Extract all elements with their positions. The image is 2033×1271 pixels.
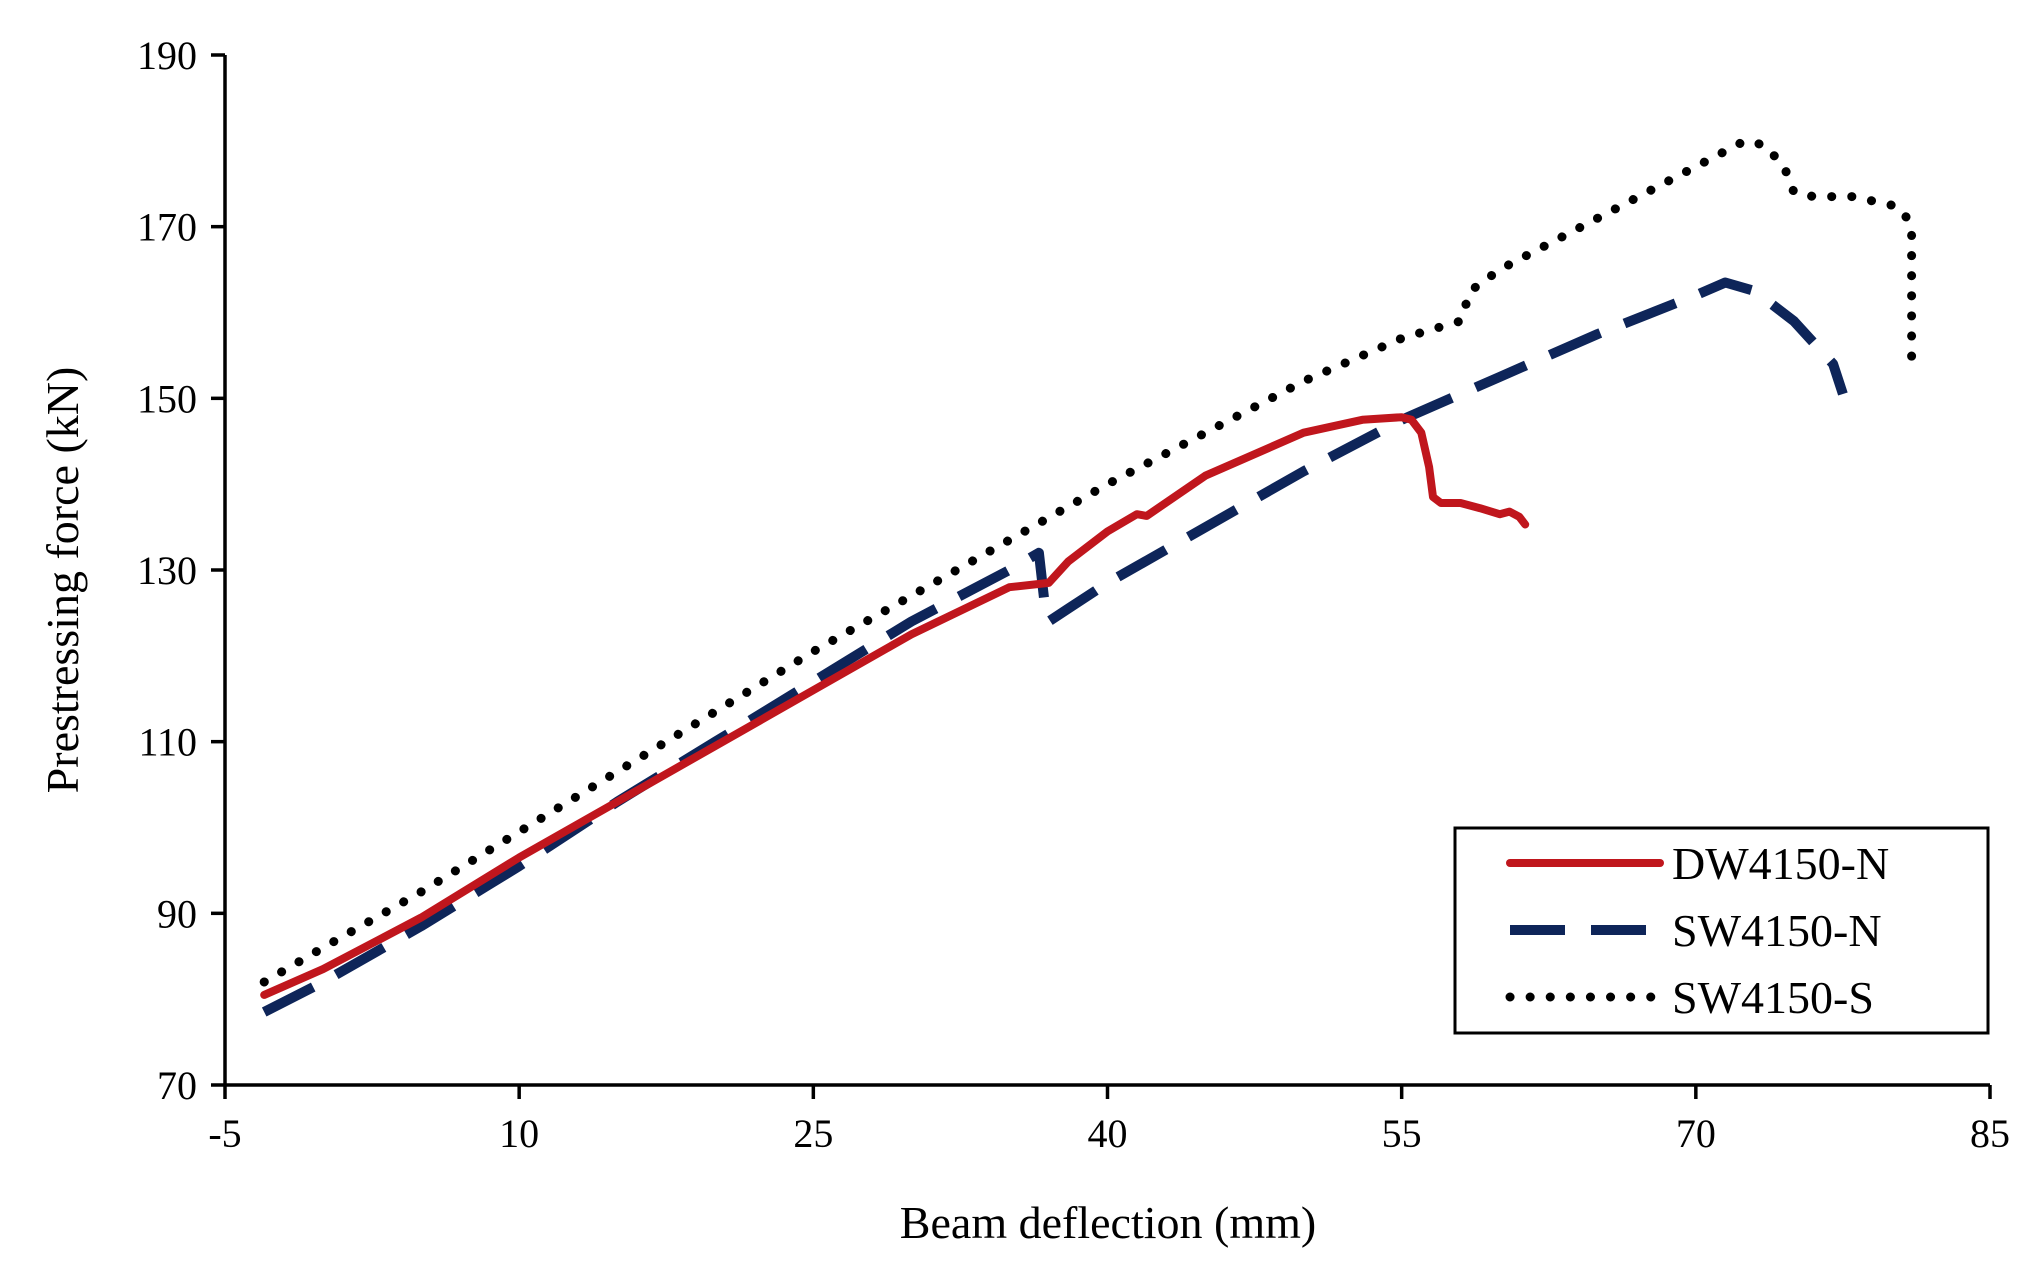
series-layer — [259, 136, 1917, 1017]
y-tick-label: 170 — [137, 205, 197, 250]
x-tick-label: 85 — [1970, 1111, 2010, 1156]
legend: DW4150-N SW4150-N SW4150-S — [1453, 826, 1990, 1035]
y-tick-label: 70 — [157, 1063, 197, 1108]
y-tick-label: 90 — [157, 891, 197, 936]
y-axis-ticks: 70 90 110 130 150 170 190 — [137, 33, 225, 1108]
y-tick-label: 190 — [137, 33, 197, 78]
legend-label-sw4150-s: SW4150-S — [1672, 972, 1874, 1023]
series-line-sw4150-s — [259, 136, 1917, 987]
x-tick-label: 70 — [1676, 1111, 1716, 1156]
legend-label-sw4150-n: SW4150-N — [1672, 905, 1882, 956]
y-axis-title: Prestressing force (kN) — [37, 367, 88, 794]
x-tick-label: -5 — [208, 1111, 241, 1156]
y-tick-label: 150 — [137, 376, 197, 421]
x-tick-label: 55 — [1382, 1111, 1422, 1156]
x-tick-label: 10 — [499, 1111, 539, 1156]
x-tick-label: 25 — [793, 1111, 833, 1156]
y-tick-label: 110 — [138, 720, 197, 765]
x-axis-ticks: -5 10 25 40 55 70 85 — [208, 1085, 2010, 1156]
x-tick-label: 40 — [1088, 1111, 1128, 1156]
series-line-dw4150-n — [260, 413, 1530, 999]
y-tick-label: 130 — [137, 548, 197, 593]
legend-label-dw4150-n: DW4150-N — [1672, 838, 1889, 889]
x-axis-title: Beam deflection (mm) — [900, 1197, 1316, 1248]
legend-items: DW4150-N SW4150-N SW4150-S — [1505, 838, 1889, 1023]
